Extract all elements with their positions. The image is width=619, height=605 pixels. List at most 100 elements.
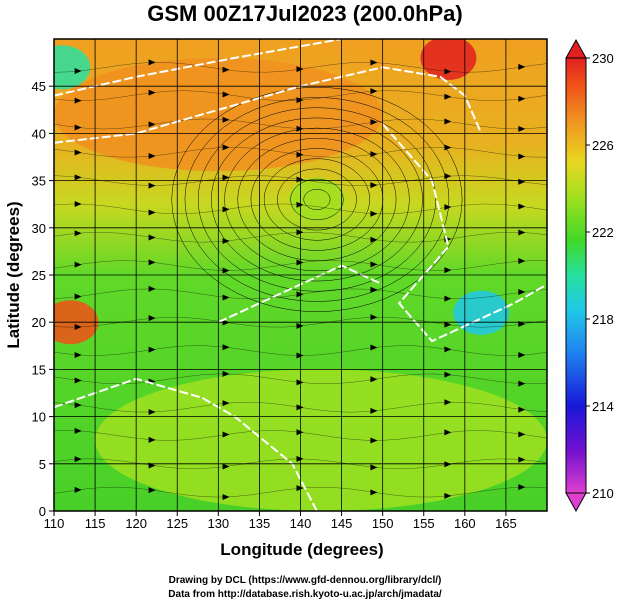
stream-arrow [370,407,378,414]
y-tick-label: 25 [32,268,46,283]
stream-arrow [518,289,526,296]
stream-arrow [148,408,156,415]
stream-arrow [444,93,452,100]
stream-arrow [370,376,378,383]
stream-arrow [518,380,526,387]
stream-arrow [222,493,230,500]
x-tick-label: 160 [454,516,476,531]
stream-arrow [296,404,304,411]
stream-arrow [74,230,82,237]
streamline [184,97,450,302]
stream-arrow [444,461,452,468]
credit-line-1: Drawing by DCL (https://www.gfd-dennou.o… [169,575,442,586]
stream-arrow [296,229,304,236]
stream-arrow [296,97,304,104]
stream-arrow [222,237,230,244]
stream-arrow [444,68,452,75]
y-tick-label: 45 [32,79,46,94]
streamline [211,117,423,282]
y-tick-label: 0 [39,504,46,519]
x-tick-label: 115 [85,516,106,531]
stream-arrow [148,285,156,292]
credit-line-2: Data from http://database.rish.kyoto-u.a… [168,589,442,600]
y-tick-label: 40 [32,126,46,141]
stream-arrow [74,97,82,104]
stream-arrow [74,149,82,156]
stream-arrow [370,464,378,471]
stream-arrow [296,125,304,132]
stream-arrow [74,293,82,300]
x-axis-ticks: 110 115 120 125 130 135 140 145 150 155 160 165 [44,511,517,531]
stream-arrow [444,295,452,302]
stream-arrow [296,151,304,158]
stream-arrow [148,153,156,160]
stream-arrow [518,456,526,463]
y-axis-ticks: 0 5 10 15 20 25 30 35 40 45 [32,79,54,519]
stream-arrow [74,351,82,358]
stream-arrow [518,406,526,413]
x-tick-label: 110 [44,516,65,531]
temperature-feature [54,45,91,90]
stream-arrow [222,206,230,213]
stream-arrow [222,463,230,470]
colorbar-body [565,57,587,494]
stream-arrow [518,95,526,102]
stream-arrow [296,455,304,462]
x-tick-label: 120 [125,516,147,531]
colorbar-ticks: 210 214 218 222 226 230 [586,51,614,501]
stream-arrow [296,352,304,359]
stream-arrow [518,258,526,265]
y-tick-label: 15 [32,362,46,377]
colorbar-tick-label: 230 [592,51,614,66]
temperature-feature [95,369,547,511]
stream-arrow [444,173,452,180]
stream-arrow [74,427,82,434]
stream-arrow [148,121,156,128]
stream-arrow [444,429,452,436]
stream-arrow [74,124,82,131]
stream-arrow [370,314,378,321]
x-tick-label: 150 [372,516,394,531]
stream-arrow [148,182,156,189]
stream-arrow [444,321,452,328]
stream-arrow [370,236,378,243]
stream-arrow [222,116,230,123]
stream-arrow [518,484,526,491]
colorbar-tick-label: 214 [592,399,614,414]
stream-arrow [296,322,304,329]
stream-arrow [518,352,526,359]
streamline [290,178,344,221]
stream-arrow [518,431,526,438]
x-tick-label: 165 [495,516,517,531]
stream-arrow [518,63,526,70]
stream-arrow [444,492,452,499]
x-axis-label: Longitude (degrees) [220,540,383,559]
grid-lines [54,39,547,511]
x-tick-label: 145 [331,516,353,531]
streamline [171,87,463,312]
temperature-feature [420,39,477,80]
stream-arrow [222,144,230,151]
stream-arrow [148,315,156,322]
stream-arrow [74,486,82,493]
stream-arrow [222,91,230,98]
stream-arrow [370,182,378,189]
stream-arrow [74,174,82,181]
stream-arrow [74,456,82,463]
colorbar-tick-label: 218 [592,312,614,327]
stream-arrow [518,203,526,210]
stream-arrow [296,379,304,386]
stream-arrow [148,89,156,96]
stream-arrow [444,346,452,353]
stream-arrow [370,286,378,293]
stream-arrow [518,229,526,236]
y-tick-label: 30 [32,221,46,236]
colorbar-tick-label: 222 [592,225,614,240]
stream-arrow [222,174,230,181]
x-tick-label: 140 [290,516,312,531]
colorbar-tick-label: 210 [592,486,614,501]
stream-arrow [296,291,304,298]
stream-arrow [222,66,230,73]
stream-arrow [74,324,82,331]
